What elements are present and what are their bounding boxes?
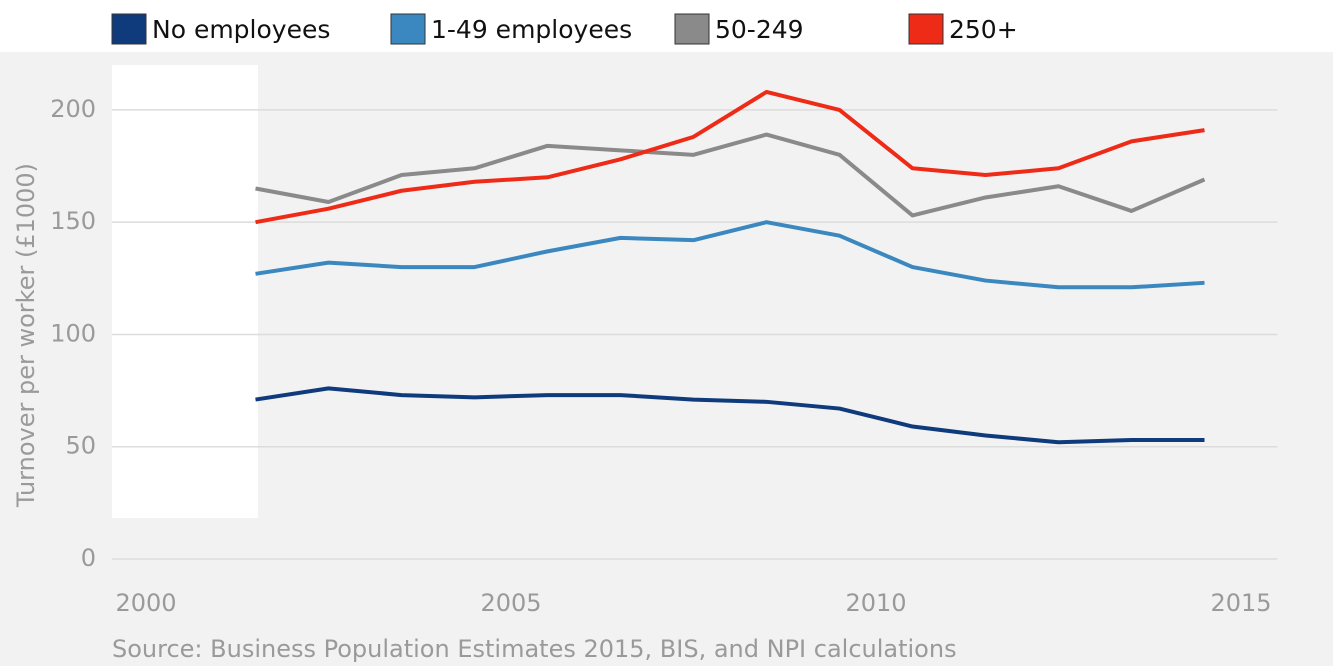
y-tick-label: 50 (65, 432, 96, 460)
legend-swatch (908, 13, 944, 45)
x-tick-label: 2010 (845, 589, 906, 617)
y-tick-label: 200 (50, 95, 96, 123)
blank-panel (112, 65, 258, 518)
y-tick-label: 100 (50, 319, 96, 347)
x-tick-label: 2015 (1210, 589, 1271, 617)
legend-label: 50-249 (715, 15, 804, 44)
legend-swatch (111, 13, 147, 45)
y-axis-label: Turnover per worker (£1000) (12, 163, 40, 508)
legend-swatch (674, 13, 710, 45)
source-note: Source: Business Population Estimates 20… (112, 635, 957, 663)
y-tick-label: 0 (81, 544, 96, 572)
series-line (255, 220, 1205, 290)
legend-label: No employees (152, 15, 330, 44)
series-line (255, 386, 1205, 445)
legend-swatch (390, 13, 426, 45)
legend-label: 250+ (949, 15, 1018, 44)
series-line (255, 89, 1205, 225)
series-line (255, 132, 1206, 218)
y-tick-label: 150 (50, 207, 96, 235)
x-tick-label: 2005 (480, 589, 541, 617)
x-tick-label: 2000 (115, 589, 176, 617)
legend-label: 1-49 employees (431, 15, 632, 44)
